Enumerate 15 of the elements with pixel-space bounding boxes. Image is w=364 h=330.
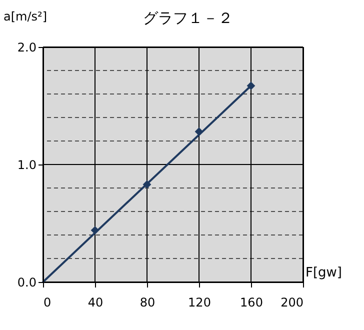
- point: [142, 180, 152, 189]
- y-tick-label: 2.0: [17, 40, 36, 54]
- x-tick-label: 160: [240, 296, 263, 310]
- x-tick-label: 120: [188, 296, 211, 310]
- point: [90, 226, 100, 234]
- y-axis-title: a[m/s²]: [4, 10, 48, 24]
- x-axis-title: F[gw]: [306, 266, 342, 280]
- x-tick-label: 200: [280, 296, 304, 310]
- y-tick-label: 0.0: [17, 276, 36, 290]
- chart-title: グラフ１－２: [143, 9, 233, 27]
- point: [246, 82, 256, 90]
- x-tick-label: 0: [44, 296, 52, 310]
- x-tick-label: 80: [140, 296, 156, 310]
- y-tick-label: 1.0: [17, 158, 36, 172]
- x-tick-label: 40: [88, 296, 104, 310]
